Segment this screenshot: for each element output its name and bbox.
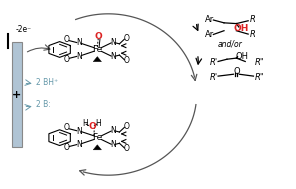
Text: 2 BH⁺: 2 BH⁺ xyxy=(36,78,58,87)
Text: Ar: Ar xyxy=(205,15,215,24)
Text: Fe: Fe xyxy=(92,45,102,54)
Text: N: N xyxy=(76,38,82,47)
Polygon shape xyxy=(93,57,102,62)
Text: +: + xyxy=(12,90,22,99)
Text: R": R" xyxy=(255,73,265,82)
Text: OH: OH xyxy=(233,24,248,33)
Text: O: O xyxy=(123,144,129,153)
Text: N: N xyxy=(111,38,116,47)
Text: O: O xyxy=(123,56,129,65)
Text: H: H xyxy=(82,119,88,128)
Text: N: N xyxy=(76,140,82,149)
Text: O: O xyxy=(64,123,70,132)
Text: O: O xyxy=(64,35,70,44)
Text: R': R' xyxy=(209,73,218,82)
Text: N: N xyxy=(111,126,116,135)
Text: R": R" xyxy=(255,58,265,67)
Text: N: N xyxy=(111,140,116,149)
Text: R': R' xyxy=(209,58,218,67)
Polygon shape xyxy=(93,145,102,150)
Text: O: O xyxy=(233,67,240,76)
Text: and/or: and/or xyxy=(218,39,242,48)
Text: O: O xyxy=(123,34,129,43)
Text: Ar: Ar xyxy=(205,30,215,39)
Text: R: R xyxy=(250,30,255,39)
Text: H: H xyxy=(96,119,102,128)
Text: N: N xyxy=(111,52,116,61)
Text: 2 B:: 2 B: xyxy=(36,100,51,109)
Text: O: O xyxy=(64,55,70,64)
Text: R: R xyxy=(250,15,255,24)
Text: O: O xyxy=(88,122,96,131)
Bar xyxy=(12,42,22,147)
Text: -2e⁻: -2e⁻ xyxy=(15,26,32,34)
Text: O: O xyxy=(64,143,70,152)
Text: Fe: Fe xyxy=(92,133,102,142)
Text: O: O xyxy=(123,122,129,131)
Text: O: O xyxy=(95,32,103,41)
Text: OH: OH xyxy=(235,53,248,61)
Text: N: N xyxy=(76,127,82,136)
Text: N: N xyxy=(76,52,82,60)
